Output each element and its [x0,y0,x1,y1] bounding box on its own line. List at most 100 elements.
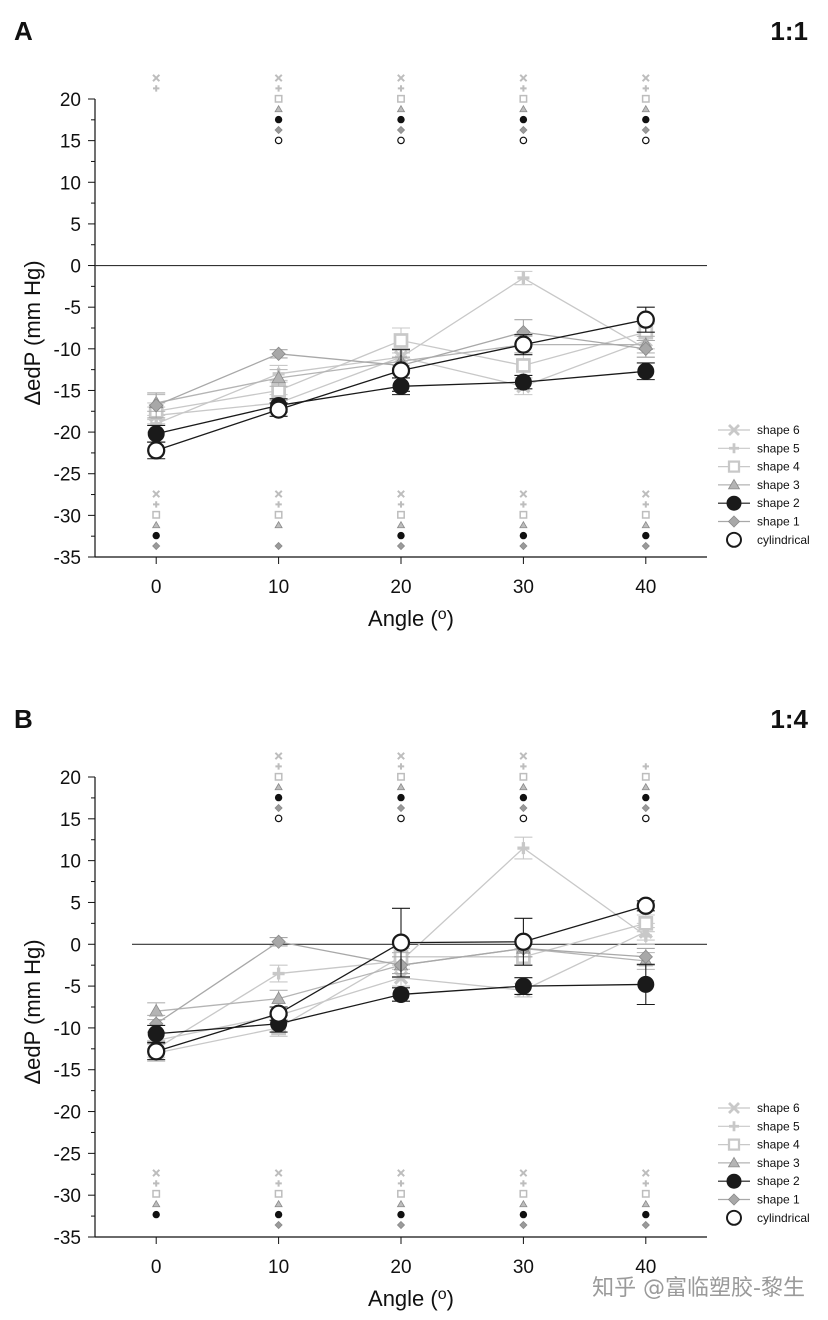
panel-a-sig-marker-bottom [274,520,283,529]
panel-b-legend-label-cylindrical: cylindrical [757,1211,810,1225]
panel-a-sig-marker-top [641,136,650,145]
panel-b-data-point-shape5 [272,967,285,980]
panel-a-sig-marker-top [397,136,405,145]
panel-a-sig-marker-bottom [641,490,650,498]
panel-b-legend-marker-shape2 [726,1173,742,1189]
panel-a-legend-marker-shape2 [726,495,742,511]
panel-b-sig-marker-bottom [396,1199,406,1208]
panel-a-sig-marker-top [519,125,528,135]
panel-b-legend-marker-shape6 [728,1102,740,1114]
panel-a-legend-label-shape1: shape 1 [757,515,800,529]
panel-a-sig-marker-top [274,104,283,113]
panel-a-sig-marker-bottom [642,501,649,508]
panel-a-sig-marker-top [153,85,160,92]
panel-a-y-tick-label: 0 [70,257,81,278]
panel-a-sig-marker-top [396,125,406,135]
panel-b-series-shape2 [147,963,655,1043]
panel-b-ratio: 1:4 [770,704,808,734]
panel-a-sig-marker-bottom [641,541,650,551]
panel-a-y-tick-label: -30 [54,506,81,527]
watermark: 知乎 @富临塑胶-黎生 [592,1276,805,1301]
panel-a-sig-marker-bottom [519,531,528,540]
panel-a-y-tick-label: 20 [60,90,81,111]
panel-b-sig-marker-bottom [152,1189,161,1198]
panel-a-x-axis-title-text: Angle ( [368,606,438,631]
panel-a-sig-marker-bottom [152,490,161,498]
panel-a-sig-marker-top [397,85,405,92]
panel-b-legend-label-shape4: shape 4 [757,1138,800,1152]
panel-a-legend-marker-cylindrical [726,531,742,548]
panel-a-legend-label-shape6: shape 6 [757,423,800,437]
panel-b-sig-marker-top [274,772,283,781]
panel-a-sig-marker-bottom [642,531,650,540]
panel-b-sig-marker-top [274,782,283,791]
panel-b-data-point-shape5 [517,842,530,855]
panel-a-legend-marker-shape5 [729,443,739,454]
panel-b-data-point-shape2 [392,985,410,1003]
panel-b-x-tick-label: 10 [268,1257,289,1278]
panel-b-sig-marker-bottom [396,1220,406,1230]
panel-a-data-point-cylindrical [514,335,533,354]
panel-a-y-tick-label: -20 [54,423,81,444]
panel-a-y-tick-label: -25 [54,465,81,486]
panel-b-x-axis-title-close: ) [447,1286,454,1311]
panel-b-sig-marker-top [397,772,405,781]
panel-b-legend-label-shape6: shape 6 [757,1101,800,1115]
panel-a-y-tick-label: -10 [54,340,81,361]
panel-b-sig-marker-top [519,793,528,802]
panel-a-legend-label-cylindrical: cylindrical [757,533,810,547]
panel-a-legend-marker-shape3 [727,478,741,490]
panel-a-sig-marker-top [642,115,650,124]
panel-a-sig-marker-top [642,85,649,92]
panel-b-y-tick-label: -10 [54,1019,81,1040]
panel-b-legend-label-shape5: shape 5 [757,1119,800,1133]
panel-b-sig-marker-top [519,772,528,781]
panel-a-data-point-shape2 [147,425,165,443]
panel-a-sig-marker-bottom [397,531,405,540]
panel-b-y-tick-label: 5 [70,893,81,914]
panel-a-sig-marker-bottom [519,510,528,519]
panel-b-data-point-cylindrical [269,1004,288,1023]
panel-b-sig-marker-top [642,793,650,802]
panel-b-y-tick-label: 10 [60,852,81,873]
panel-a-x-tick-label: 10 [268,577,289,598]
panel-b-sig-marker-bottom [641,1220,650,1230]
panel-b-data-point-shape2 [147,1025,165,1043]
panel-b-legend-marker-cylindrical [726,1209,742,1226]
panel-b-sig-marker-bottom [274,1199,283,1208]
panel-a-x-axis-title: Angle (o) [368,606,454,631]
panel-b-sig-marker-top [274,793,283,802]
panel-a-data-point-shape5 [517,272,530,285]
panel-a-sig-marker-top [519,136,528,145]
panel-a-data-point-shape2 [514,373,532,391]
panel-a-x-tick-label: 40 [635,577,656,598]
panel-b-y-tick-label: -20 [54,1103,81,1124]
panel-b-x-axis-title-degree: o [438,1286,447,1303]
panel-a-legend-label-shape4: shape 4 [757,460,800,474]
panel-b-x-tick-label: 0 [151,1257,162,1278]
panel-a-y-tick-label: 15 [60,132,81,153]
panel-a-data-point-shape1 [271,346,286,361]
panel-a-sig-marker-bottom [152,510,161,519]
panel-b-sig-marker-top [641,772,650,781]
panel-b-data-point-shape1 [271,934,286,949]
panel-a-sig-marker-bottom [275,501,282,508]
panel-a-x-axis-title-degree: o [438,606,447,623]
panel-b-sig-marker-top [274,814,283,823]
panel-b-sig-marker-top [274,752,283,760]
panel-b-x-axis-title: Angle (o) [368,1286,454,1311]
panel-b-sig-marker-bottom [642,1180,649,1187]
panel-b-data-point-shape1 [638,949,653,964]
panel-b-sig-marker-top [519,814,528,823]
panel-a-y-tick-label: 10 [60,173,81,194]
panel-a-data-point-cylindrical [269,400,288,419]
panel-b-y-tick-label: -15 [54,1061,81,1082]
panel-b-sig-marker-top [397,793,405,802]
panel-b-x-tick-label: 20 [390,1257,411,1278]
panel-b-sig-marker-bottom [519,1169,528,1177]
panel-a-label: A [14,16,33,46]
panel-a-sig-marker-top [274,94,283,103]
panel-b-sig-marker-bottom [274,1220,283,1230]
panel-a-sig-marker-top [274,125,283,135]
